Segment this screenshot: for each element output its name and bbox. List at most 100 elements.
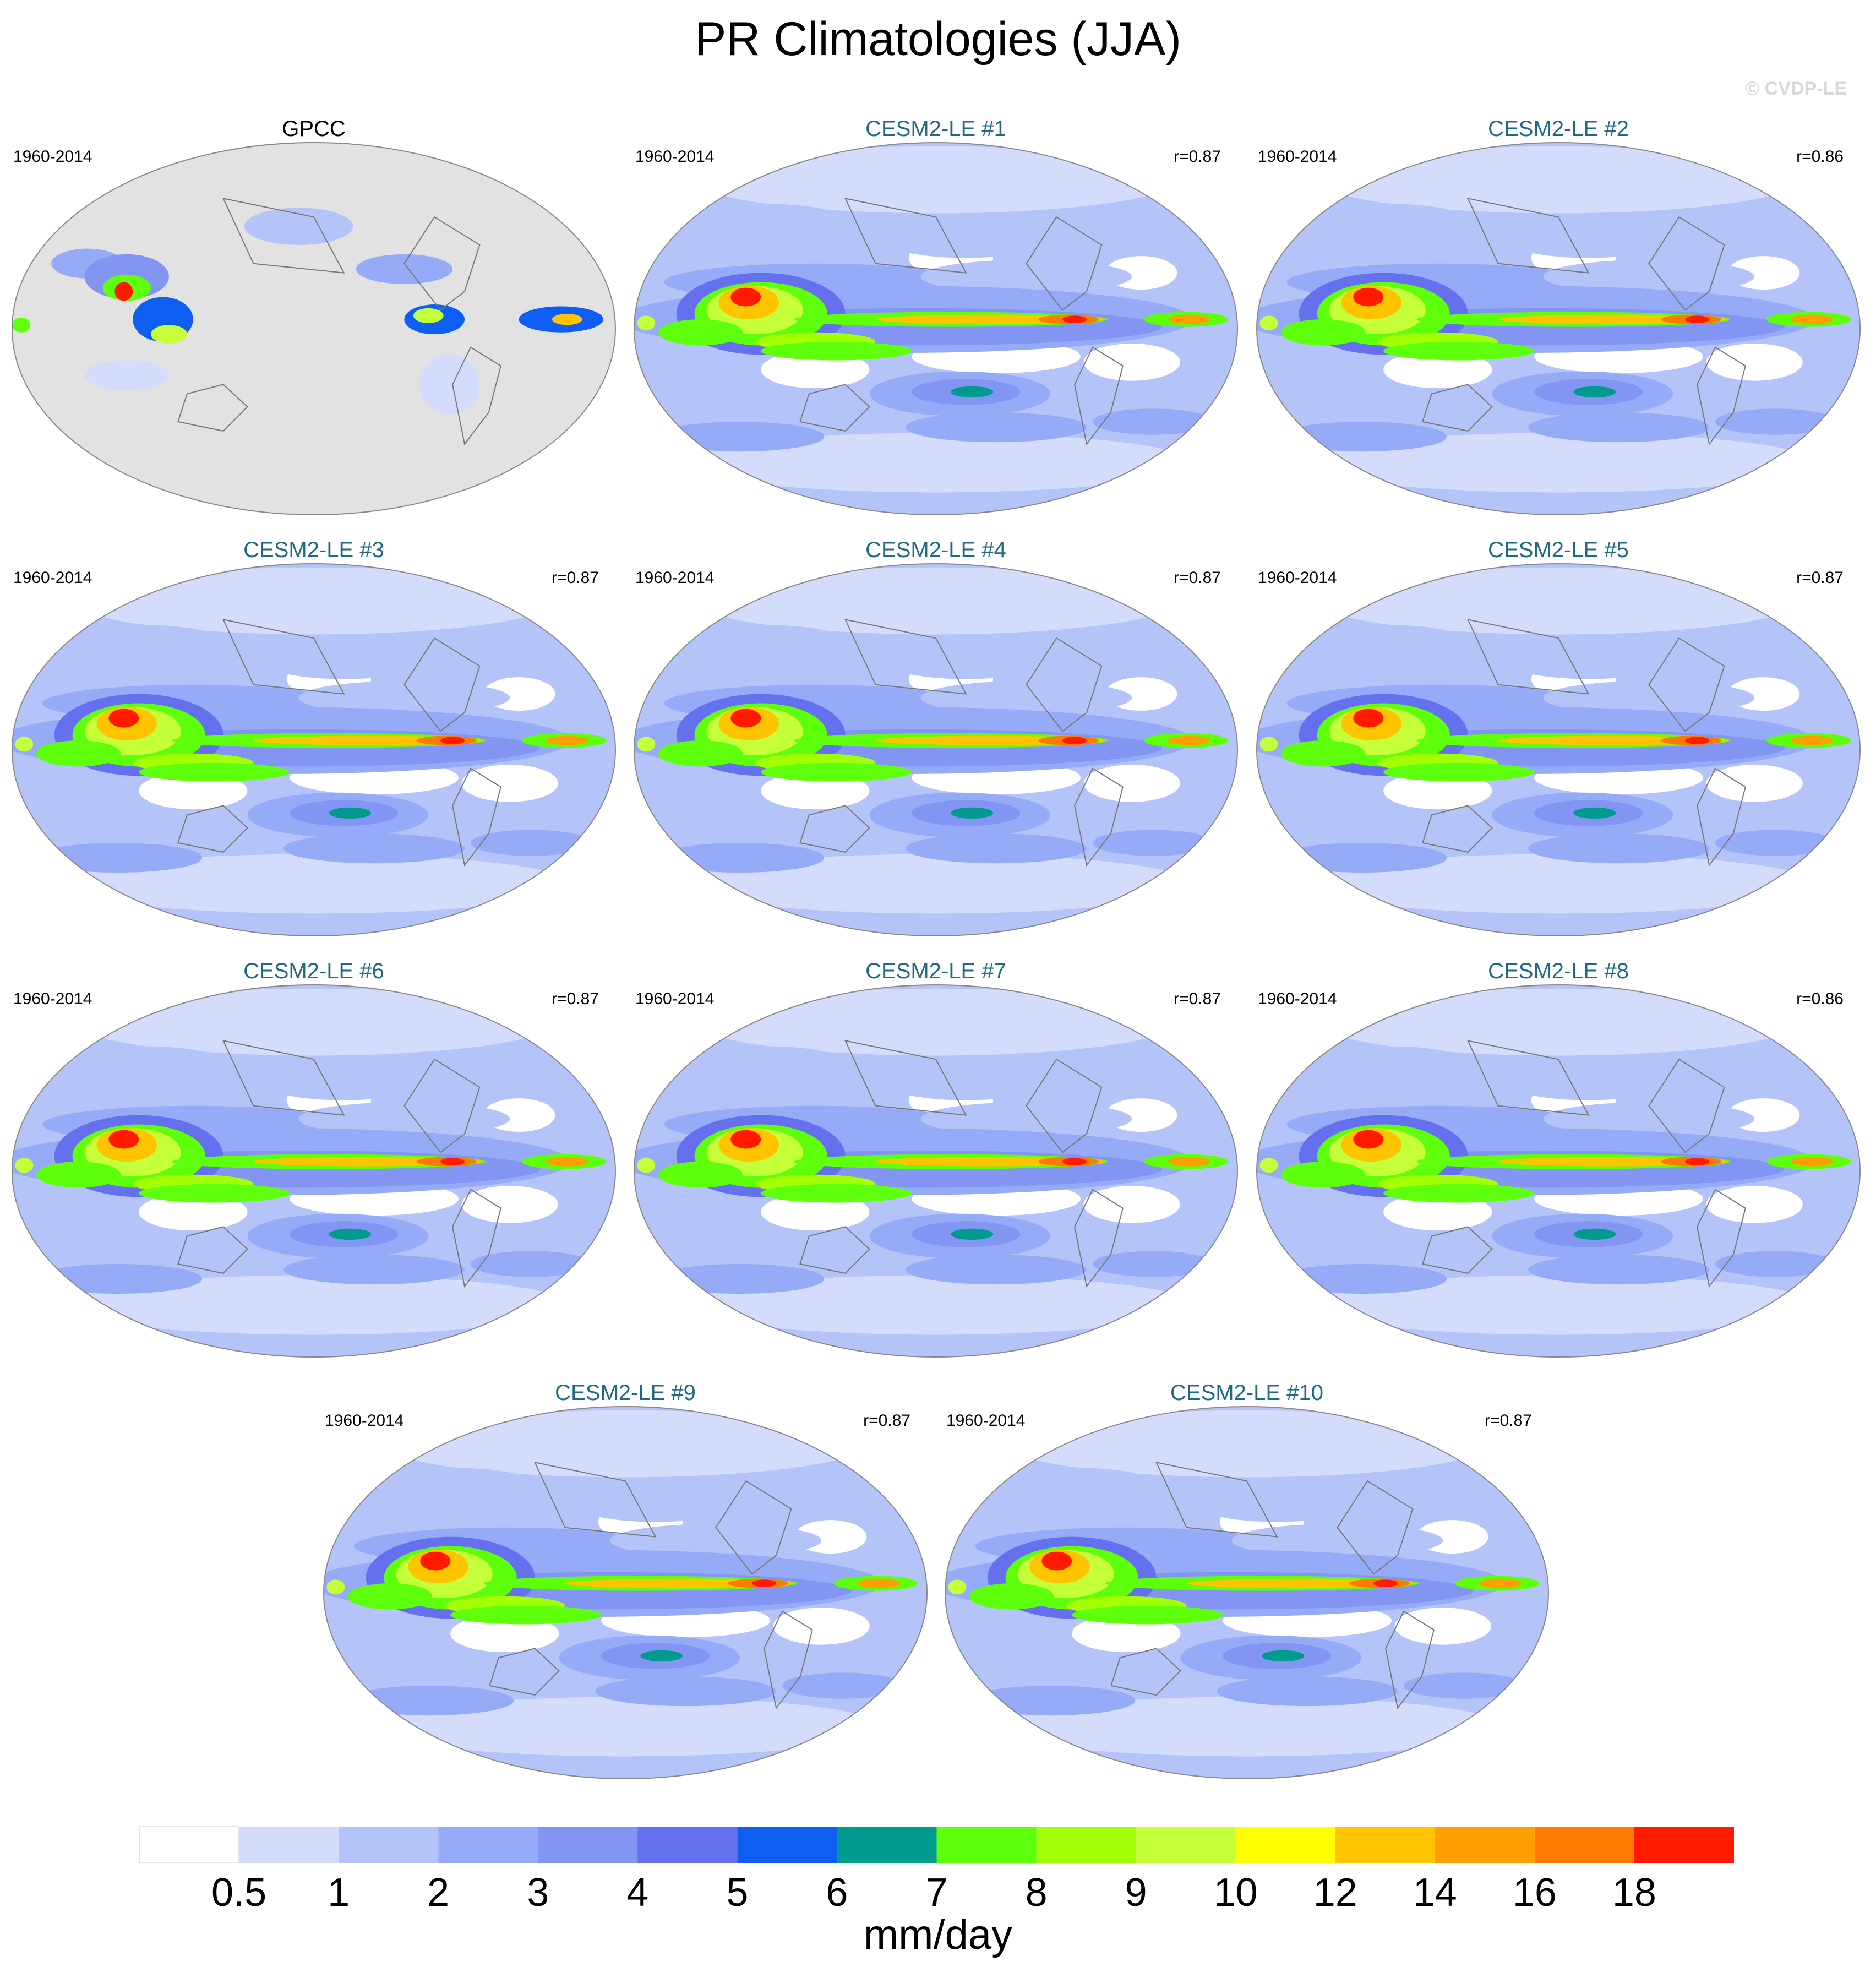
dry-region [773,1608,870,1645]
coastline [1026,637,1103,732]
precip-field [634,988,1229,1335]
precip-contour [685,1046,855,1091]
precip-contour [1528,412,1710,443]
precip-contour [565,1477,746,1522]
panel-period: 1960-2014 [635,990,714,1008]
colorbar-tick-label: 1 [328,1871,350,1915]
precip-contour [694,567,1177,635]
precip-contour [84,360,169,390]
precip-contour [694,146,1177,214]
precip-contour [875,634,1057,679]
panel-correlation: r=0.87 [552,990,599,1008]
panel-correlation: r=0.86 [1796,990,1844,1008]
precip-contour [969,1583,1054,1610]
precip-field [634,567,1229,914]
precip-contour [1573,807,1616,819]
coastline [1697,767,1746,867]
precip-contour [679,1275,1192,1335]
precip-contour [990,1697,1503,1757]
precip-contour [1573,386,1616,398]
precip-contour [1062,1158,1087,1165]
colorbar-tick-label: 4 [626,1871,648,1915]
map-border [634,984,1238,1358]
precip-contour [1790,735,1833,745]
coastline [764,1610,813,1709]
precip-contour [1056,1055,1190,1093]
colorbar-swatch [737,1827,837,1863]
precip-contour [920,680,1132,715]
panel-correlation: r=0.87 [1796,569,1844,587]
precip-contour [450,1605,602,1625]
colorbar-swatch [438,1827,538,1863]
precip-contour [1056,634,1190,672]
precip-contour [610,1523,822,1557]
precip-contour [1280,1162,1366,1188]
map-border [12,142,616,515]
dry-region [139,1193,248,1231]
coastline [799,384,870,432]
precip-field [12,988,607,1335]
colorbar-tick-label: 2 [427,1871,449,1915]
coastline [1422,1226,1493,1274]
precip-contour [1308,204,1477,249]
precip-contour [658,740,743,767]
colorbar-swatch [1036,1827,1136,1863]
coastline [489,1648,560,1696]
precip-contour [920,1102,1132,1136]
panel-correlation: r=0.87 [1485,1412,1532,1430]
coastline [222,198,345,274]
precip-contour [1186,1477,1368,1522]
panel-title: CESM2-LE #7 [865,959,1006,983]
precip-contour [1302,1275,1815,1335]
colorbar-tick-label: 9 [1125,1871,1147,1915]
precip-contour [440,1158,465,1165]
panel-title: CESM2-LE #5 [1488,538,1629,562]
panel-period: 1960-2014 [946,1412,1025,1430]
panel-period: 1960-2014 [13,990,92,1008]
map-panel: CESM2-LE #3 1960-2014 r=0.87 [12,538,616,936]
precip-field [324,1410,918,1757]
precip-contour [283,1255,465,1285]
precip-contour [1168,735,1210,745]
precip-contour [761,341,912,361]
coastline [222,619,345,695]
precip-contour [114,282,133,301]
precip-contour [72,988,555,1056]
precip-contour [1092,1251,1214,1277]
precip-contour [12,317,30,333]
colorbar-swatch [1335,1827,1435,1863]
panel-correlation: r=0.87 [1174,148,1221,166]
panel-title: CESM2-LE #9 [555,1381,696,1405]
precip-contour [1317,567,1800,635]
precip-contour [1383,1184,1535,1203]
precip-contour [658,319,743,346]
precip-contour [1302,433,1815,493]
precip-contour [253,634,435,679]
colorbar-tick-label: 3 [527,1871,549,1915]
dry-region [1383,351,1492,389]
map-border [1256,142,1861,515]
precip-contour [36,1162,121,1188]
panel-correlation: r=0.87 [552,569,599,587]
precip-field [634,146,1229,493]
precip-contour [640,1650,683,1662]
precip-contour [1679,1055,1812,1093]
coastline [177,384,248,432]
dry-region [761,1193,870,1231]
precip-contour [679,433,1192,493]
precip-contour [139,762,290,782]
precip-contour [1062,737,1087,744]
map-panel: CESM2-LE #4 1960-2014 r=0.87 [634,538,1238,936]
precip-contour [1790,314,1833,324]
panel-period: 1960-2014 [13,569,92,587]
precip-contour [1168,1157,1210,1167]
precip-contour [1005,1410,1488,1478]
precip-contour [1092,408,1214,435]
coastline [1155,1462,1278,1538]
dry-region [1383,772,1492,810]
precip-field [12,567,607,914]
coastline [1697,1189,1746,1288]
coastline [1074,1189,1124,1288]
precip-contour [329,807,372,819]
coastline [844,198,967,274]
